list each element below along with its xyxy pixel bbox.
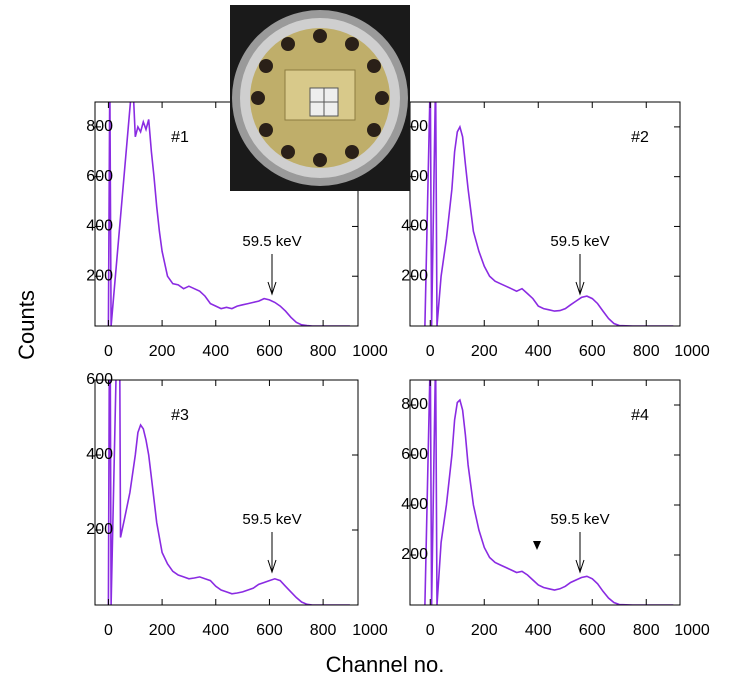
y-tick-label: 800	[86, 118, 113, 135]
x-tick-label: 600	[256, 622, 283, 639]
y-tick-label: 400	[401, 218, 428, 235]
x-tick-label: 0	[104, 343, 113, 360]
x-tick-label: 800	[633, 622, 660, 639]
y-tick-label: 200	[86, 267, 113, 284]
peak-annotation: 59.5 keV	[242, 233, 301, 250]
x-tick-label: 1000	[674, 343, 710, 360]
x-tick-label: 1000	[674, 622, 710, 639]
spectrum-line	[425, 355, 673, 605]
x-tick-label: 400	[525, 622, 552, 639]
x-tick-label: 400	[525, 343, 552, 360]
x-tick-label: 400	[202, 622, 229, 639]
detector-photo	[230, 5, 410, 191]
y-tick-label: 400	[86, 218, 113, 235]
panel: 200 400 600 800 0 200 400 600 800 1000 #4 59.5 keV	[401, 355, 710, 639]
x-tick-label: 800	[310, 622, 337, 639]
x-tick-label: 800	[633, 343, 660, 360]
x-tick-label: 200	[149, 622, 176, 639]
y-tick-label: 600	[86, 168, 113, 185]
y-tick-label: 200	[401, 267, 428, 284]
x-axis-label: Channel no.	[326, 652, 445, 677]
panel: 200 400 600 0 200 400 600 800 1000 #3 59.5 keV	[86, 230, 388, 639]
x-tick-label: 0	[426, 343, 435, 360]
figure: 20040060080002004006008001000#159.5 keV2…	[0, 0, 729, 683]
x-tick-label: 1000	[352, 343, 388, 360]
marker-triangle	[533, 541, 541, 550]
panel-label: #3	[171, 407, 189, 424]
y-tick-label: 400	[86, 446, 113, 463]
spectrum-line	[108, 230, 350, 605]
y-tick-label: 200	[401, 546, 428, 563]
x-tick-label: 200	[471, 343, 498, 360]
x-tick-label: 200	[471, 622, 498, 639]
x-tick-label: 200	[149, 343, 176, 360]
x-tick-label: 800	[310, 343, 337, 360]
spectrum-line	[425, 77, 673, 326]
panel-label: #4	[631, 407, 649, 424]
y-tick-label: 200	[86, 521, 113, 538]
x-tick-label: 600	[579, 622, 606, 639]
x-tick-label: 400	[202, 343, 229, 360]
y-tick-label: 400	[401, 496, 428, 513]
y-tick-label: 800	[401, 396, 428, 413]
y-tick-label: 600	[401, 446, 428, 463]
peak-annotation: 59.5 keV	[242, 511, 301, 528]
peak-annotation: 59.5 keV	[550, 511, 609, 528]
panel-label: #1	[171, 129, 189, 146]
x-tick-label: 1000	[352, 622, 388, 639]
y-tick-label: 600	[86, 371, 113, 388]
x-tick-label: 0	[104, 622, 113, 639]
x-tick-label: 600	[579, 343, 606, 360]
y-axis-label: Counts	[14, 290, 39, 360]
peak-annotation: 59.5 keV	[550, 233, 609, 250]
plot-frame	[95, 380, 358, 605]
panel-label: #2	[631, 129, 649, 146]
x-tick-label: 600	[256, 343, 283, 360]
x-tick-label: 0	[426, 622, 435, 639]
